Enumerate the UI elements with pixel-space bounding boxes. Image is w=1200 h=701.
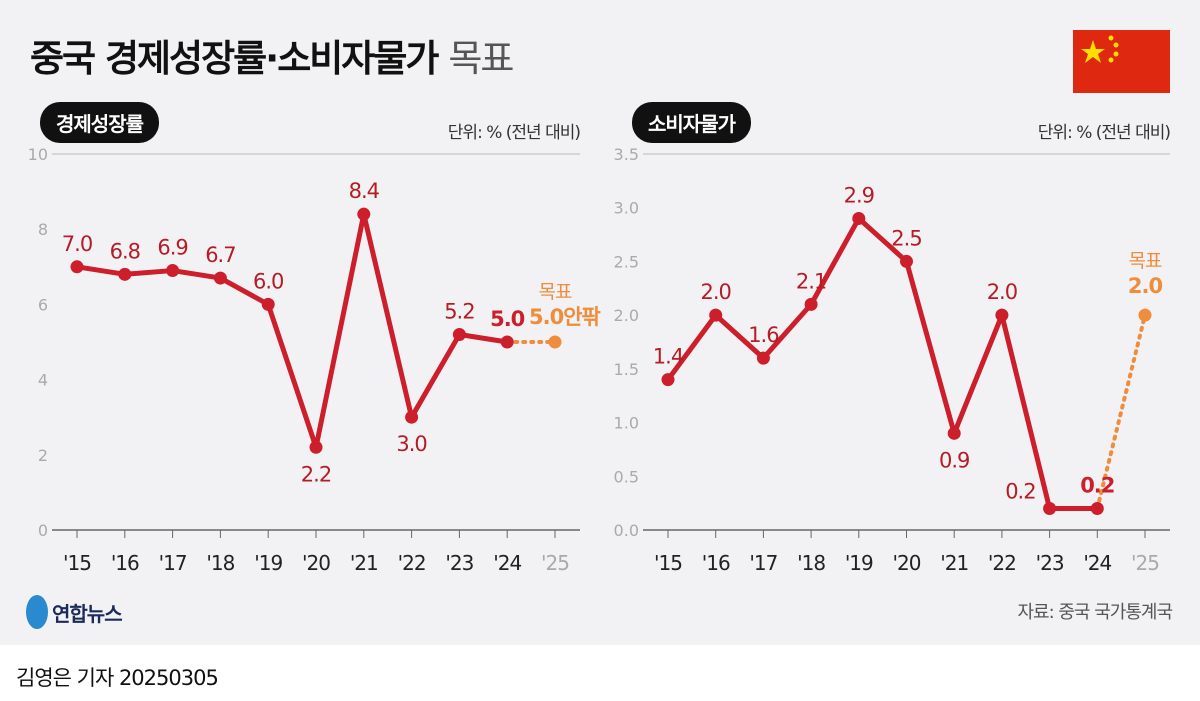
charts-svg: 0 2 4 6 8 10 '15 '16 '17 '18 '19 '20 '21 '22 '23 '24 '25… — [28, 145, 1170, 575]
data-point — [995, 308, 1009, 322]
data-label: 6.8 — [110, 239, 140, 263]
series-line — [665, 215, 1098, 512]
cpi-chart-title: 소비자물가 — [632, 102, 751, 143]
gdp-chart-title: 경제성장률 — [40, 102, 159, 143]
data-point — [213, 271, 227, 285]
x-tick-label: '21 — [350, 551, 378, 575]
data-point — [309, 440, 323, 454]
y-tick-label: 8 — [38, 220, 48, 239]
x-tick-label: '17 — [159, 551, 187, 575]
x-tick-label: '16 — [702, 551, 730, 575]
x-tick-label: '24 — [493, 551, 521, 575]
data-label: 0.2 — [1080, 474, 1114, 498]
x-tick-label: '23 — [1036, 551, 1064, 575]
target-value-label: 5.0안팎 — [529, 305, 601, 329]
target-point — [548, 335, 562, 349]
x-tick-label: '25 — [1131, 551, 1159, 575]
title-main: 중국 경제성장률·소비자물가 — [30, 37, 439, 80]
data-point — [452, 327, 466, 341]
data-label: 5.0 — [490, 307, 525, 331]
data-label: 8.4 — [349, 179, 380, 203]
y-tick-label: 2.0 — [614, 306, 639, 325]
data-label: 2.9 — [844, 183, 874, 207]
data-point — [357, 207, 371, 221]
data-label: 2.2 — [301, 462, 331, 486]
data-label: 1.4 — [653, 345, 684, 369]
y-tick-label: 0 — [38, 521, 48, 540]
data-label: 0.2 — [1005, 480, 1035, 504]
data-point — [709, 308, 723, 322]
data-label: 6.9 — [157, 236, 187, 260]
series-line — [76, 211, 508, 450]
x-tick-label: '15 — [654, 551, 682, 575]
data-label: 5.2 — [444, 299, 474, 323]
target-line — [1095, 313, 1147, 511]
gdp-unit-label: 단위: % (전년 대비) — [447, 123, 581, 143]
source-note: 자료: 중국 국가통계국 — [1017, 602, 1173, 623]
data-label: 6.7 — [205, 243, 235, 267]
x-tick-label: '21 — [940, 551, 968, 575]
x-tick-label: '16 — [111, 551, 139, 575]
data-label: 6.0 — [253, 269, 283, 293]
y-tick-label: 6 — [38, 295, 48, 314]
x-tick-label: '17 — [749, 551, 777, 575]
x-tick-label: '23 — [445, 551, 473, 575]
byline: 김영은 기자 20250305 — [16, 666, 219, 690]
logo-text: 연합뉴스 — [52, 601, 123, 626]
y-tick-label: 3.5 — [614, 145, 639, 164]
data-point — [500, 335, 514, 349]
data-label: 2.5 — [891, 226, 921, 250]
data-point — [70, 260, 84, 274]
data-label: 2.0 — [700, 280, 730, 304]
target-label: 목표 — [539, 281, 572, 303]
x-tick-label: '25 — [541, 551, 569, 575]
data-point — [1043, 502, 1057, 516]
data-point — [756, 351, 770, 365]
data-point — [900, 254, 913, 268]
yonhap-logo: 연합뉴스 — [26, 595, 123, 629]
x-tick-label: '20 — [302, 551, 330, 575]
x-tick-label: '18 — [206, 551, 234, 575]
data-point — [661, 373, 675, 387]
data-label: 3.0 — [396, 432, 426, 456]
china-flag-icon — [1073, 30, 1170, 93]
data-point — [261, 297, 275, 311]
x-tick-label: '22 — [988, 551, 1016, 575]
y-tick-label: 0.0 — [614, 521, 639, 540]
target-value-label: 2.0 — [1128, 274, 1163, 298]
data-point — [118, 267, 132, 281]
x-tick-label: '19 — [254, 551, 282, 575]
x-tick-label: '15 — [63, 551, 91, 575]
y-tick-label: 0.5 — [614, 467, 639, 486]
target-label: 목표 — [1129, 250, 1162, 272]
y-tick-label: 10 — [28, 145, 48, 164]
x-tick-label: '19 — [845, 551, 873, 575]
data-point — [947, 426, 961, 440]
data-label: 7.0 — [62, 232, 92, 256]
yonhap-logo-icon — [26, 595, 48, 629]
y-tick-label: 1.5 — [614, 360, 639, 379]
page-title: 중국 경제성장률·소비자물가 목표 — [30, 28, 514, 82]
x-tick-label: '24 — [1083, 551, 1111, 575]
data-label: 2.0 — [987, 280, 1017, 304]
y-tick-label: 2.5 — [614, 252, 639, 271]
data-point — [852, 211, 866, 225]
data-point — [1090, 502, 1104, 516]
data-label: 0.9 — [939, 448, 969, 472]
y-tick-label: 1.0 — [614, 414, 639, 433]
y-tick-label: 4 — [38, 371, 48, 390]
data-point — [166, 264, 180, 278]
x-tick-label: '22 — [398, 551, 426, 575]
data-point — [405, 410, 419, 424]
x-tick-label: '18 — [797, 551, 825, 575]
cpi-unit-label: 단위: % (전년 대비) — [1037, 123, 1171, 143]
x-tick-label: '20 — [893, 551, 921, 575]
data-point — [804, 297, 818, 311]
title-sub: 목표 — [448, 37, 514, 80]
y-tick-label: 3.0 — [614, 199, 639, 218]
target-point — [1138, 308, 1152, 322]
data-label: 1.6 — [748, 323, 779, 347]
y-tick-label: 2 — [38, 446, 48, 465]
data-label: 2.1 — [796, 269, 826, 293]
